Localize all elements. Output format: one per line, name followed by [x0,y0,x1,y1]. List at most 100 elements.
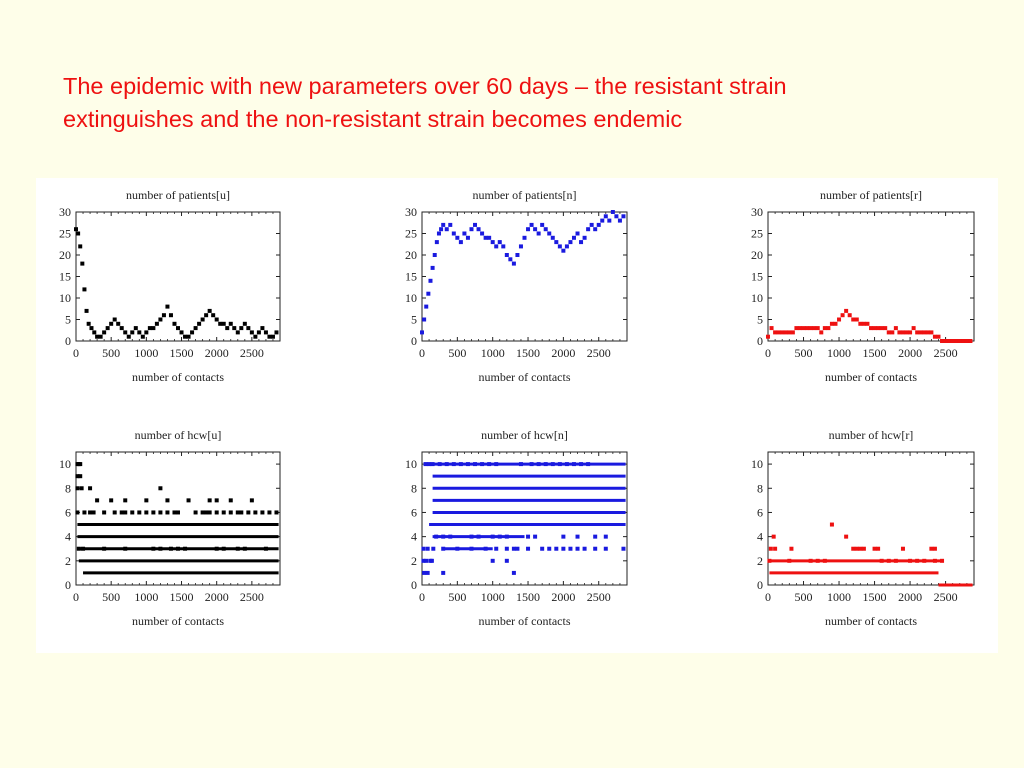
data-point [78,474,83,479]
data-point [932,546,937,551]
x-tick-label: 0 [765,346,771,360]
data-point [165,304,170,309]
chart-1: number of patients[u]0 500 1000 1500 2000 250… [59,188,281,384]
x-tick-label: 2000 [551,346,575,360]
data-point [186,334,191,339]
slide-title: The epidemic with new parameters over 60… [63,70,963,136]
data-point [929,546,934,551]
chart-title: number of hcw[n] [481,428,568,442]
chart-4: number of hcw[u] 0 500 1000 1500 2000 2500 0 2 4 6… [59,428,281,628]
data-point [494,462,499,467]
data-point [151,326,156,331]
data-point [776,330,781,335]
data-point [221,546,226,551]
data-point [858,546,863,551]
data-point [487,235,492,240]
data-point [130,330,135,335]
y-tick-label: 20 [405,248,417,262]
data-point [526,227,531,232]
data-point [462,231,467,236]
data-point [780,330,785,335]
data-point [603,546,608,551]
data-point [593,534,598,539]
y-tick-label: 25 [751,227,763,241]
data-point [225,326,230,331]
data-point [218,321,223,326]
data-point [561,546,566,551]
data-point [455,546,460,551]
data-point [102,546,107,551]
data-point [504,546,509,551]
data-point [235,510,240,515]
data-point [432,253,437,257]
data-point [511,546,516,551]
y-tick-label: 15 [405,270,417,284]
data-point [593,227,598,232]
data-point [76,546,81,551]
data-point [844,534,849,539]
data-point [497,240,502,245]
x-tick-label: 1000 [827,346,851,360]
data-point [947,339,952,343]
data-point [75,474,80,479]
data-point [200,317,205,322]
y-tick-label: 10 [59,291,71,305]
data-point [515,546,520,551]
x-tick-label: 1500 [170,590,194,604]
x-axis-label: number of contacts [132,614,224,628]
data-point [458,462,463,467]
data-point [515,253,520,257]
data-point [448,222,453,227]
x-tick-label: 2500 [240,590,264,604]
data-point [151,546,156,551]
data-point [787,330,792,335]
data-point [767,558,772,563]
y-tick-label: 15 [59,270,71,284]
x-tick-label: 500 [102,590,120,604]
data-point [161,313,166,318]
data-point [808,558,813,563]
data-point [436,231,441,236]
data-point [480,462,485,467]
data-point [564,244,569,249]
data-point [82,510,87,515]
y-tick-label: 6 [411,505,417,519]
data-point [190,330,195,335]
data-point [263,330,268,335]
data-point [207,510,212,515]
data-point [773,330,778,335]
data-point [140,334,145,339]
data-point [844,308,849,313]
data-point [112,510,117,515]
data-point [434,534,439,539]
data-point [869,326,873,331]
data-point [102,330,107,335]
data-point [200,510,205,515]
x-tick-label: 2000 [898,590,922,604]
data-point [207,308,212,313]
data-point [476,227,481,232]
data-point [900,330,905,335]
data-point [274,330,279,335]
data-point [822,558,827,563]
data-point [854,317,859,322]
data-point [518,462,523,467]
x-tick-label: 0 [765,590,771,604]
data-point [603,214,608,219]
y-tick-label: 4 [411,530,417,544]
data-point [88,486,93,491]
data-point [536,231,541,236]
data-point [469,546,474,551]
data-point [214,510,219,515]
data-point [575,231,580,236]
data-point [98,334,103,339]
x-tick-label: 500 [448,346,466,360]
data-point [137,510,142,515]
data-point [476,534,481,539]
y-tick-label: 2 [411,554,417,568]
slide-title-line-1: The epidemic with new parameters over 60… [63,73,787,99]
data-point [529,222,534,227]
data-point [246,510,251,515]
data-point [589,222,594,227]
y-tick-label: 0 [65,334,71,348]
